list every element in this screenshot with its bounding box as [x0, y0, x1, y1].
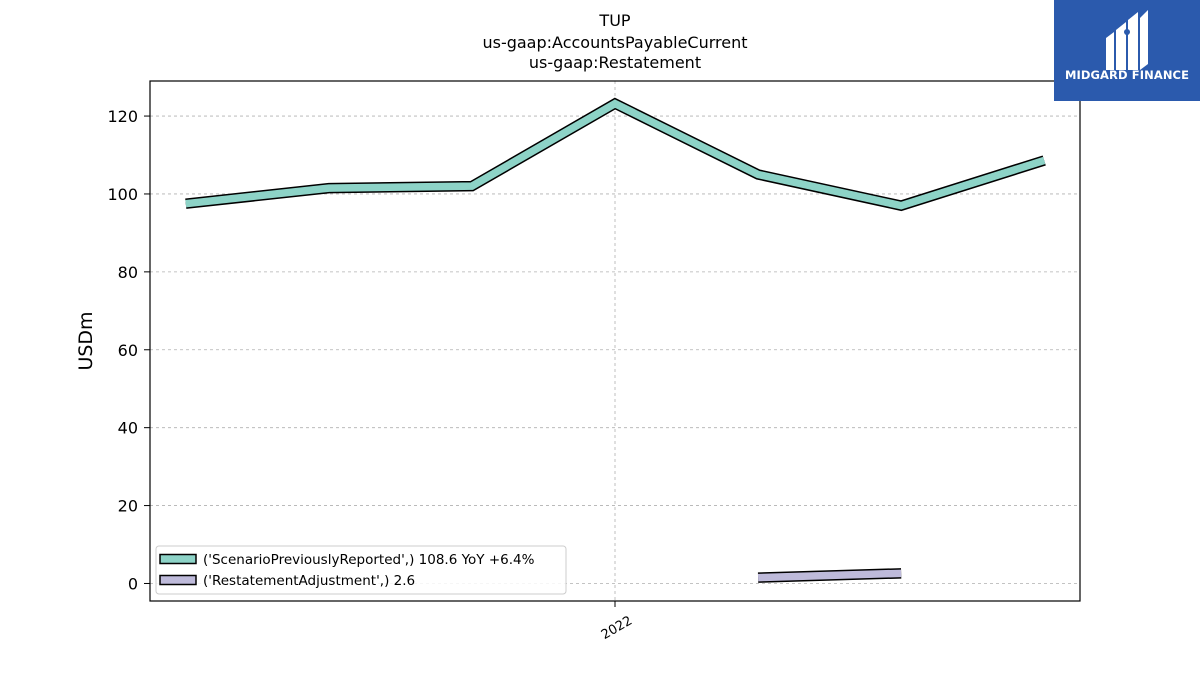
x-ticks: 2022	[599, 601, 635, 643]
logo-text: MIDGARD FINANCE	[1064, 68, 1190, 82]
title-line-3: us-gaap:Restatement	[529, 53, 701, 72]
title-line-2: us-gaap:AccountsPayableCurrent	[482, 33, 747, 52]
grid	[150, 81, 1080, 601]
y-tick-label: 100	[107, 185, 138, 204]
series-0	[185, 97, 1046, 212]
y-tick-label: 20	[118, 497, 138, 516]
legend-swatch	[159, 553, 197, 565]
series-1	[757, 568, 902, 583]
title-line-1: TUP	[598, 11, 630, 30]
brand-logo: MIDGARD FINANCE	[1054, 0, 1200, 101]
legend-entry: ('ScenarioPreviouslyReported',) 108.6 Yo…	[203, 552, 535, 568]
series-line	[757, 569, 902, 582]
legend-swatch	[159, 574, 197, 586]
y-tick-label: 80	[118, 263, 138, 282]
y-tick-label: 60	[118, 341, 138, 360]
legend-box	[155, 545, 567, 595]
chart-title: TUP us-gaap:AccountsPayableCurrent us-ga…	[482, 11, 747, 72]
y-ticks: 0 20 40 60 80 100 120	[107, 107, 150, 593]
x-tick-label: 2022	[599, 613, 635, 643]
series-layer	[185, 97, 1046, 583]
logo-mark-icon	[1106, 10, 1148, 70]
series-line	[185, 99, 1046, 210]
legend-entry: ('RestatementAdjustment',) 2.6	[203, 573, 415, 589]
y-axis-label: USDm	[75, 311, 97, 370]
y-tick-label: 0	[128, 574, 138, 593]
legend: ('ScenarioPreviouslyReported',) 108.6 Yo…	[155, 545, 567, 595]
y-tick-label: 40	[118, 419, 138, 438]
y-tick-label: 120	[107, 107, 138, 126]
